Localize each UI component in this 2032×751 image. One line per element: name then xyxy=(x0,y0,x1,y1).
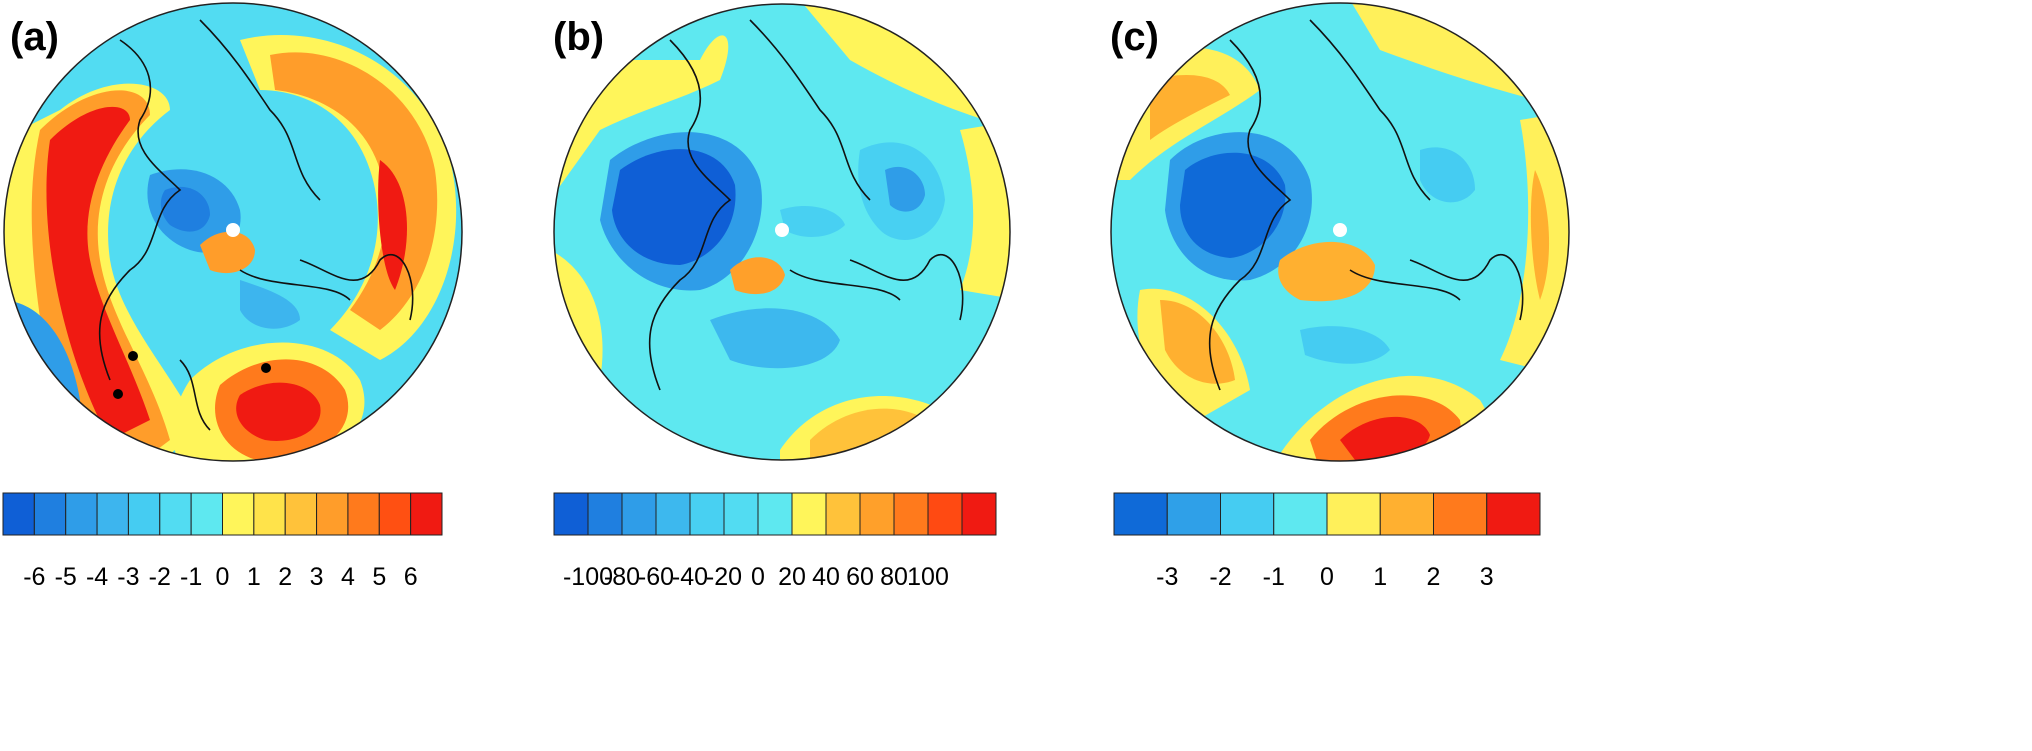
colorbar-box xyxy=(1166,492,1221,536)
colorbar-tick-label: 3 xyxy=(310,563,324,591)
colorbar-tick-label: -20 xyxy=(706,563,742,591)
panel-label: (b) xyxy=(553,15,604,59)
colorbar-tick-label: 1 xyxy=(1373,563,1387,591)
colorbar-box xyxy=(893,492,929,536)
colorbar-tick-label: -40 xyxy=(672,563,708,591)
colorbar-box xyxy=(378,492,412,536)
map-c xyxy=(1111,3,1569,461)
panel-label: (a) xyxy=(10,15,59,59)
colorbar-box xyxy=(316,492,349,536)
panel-label: (c) xyxy=(1110,15,1159,59)
map-border xyxy=(3,2,463,462)
colorbar-tick-label: 100 xyxy=(907,563,949,591)
colorbar-tick-label: -4 xyxy=(86,563,108,591)
colorbar-box xyxy=(127,492,161,536)
colorbar-tick-label: 1 xyxy=(247,563,261,591)
colorbar-tick-label: 3 xyxy=(1480,563,1494,591)
colorbar-tick-label: 0 xyxy=(216,563,230,591)
map-a xyxy=(4,3,462,461)
colorbar-box xyxy=(347,492,380,536)
colorbar-tick-label: -3 xyxy=(1156,563,1178,591)
map-border xyxy=(1110,2,1570,462)
colorbar-box xyxy=(1326,492,1381,536)
map-border xyxy=(553,3,1011,461)
colorbar-box xyxy=(825,492,861,536)
colorbar-box xyxy=(1220,492,1275,536)
colorbar-tick-label: -5 xyxy=(55,563,77,591)
colorbar-box xyxy=(927,492,963,536)
colorbar-box xyxy=(159,492,192,536)
colorbar-box xyxy=(859,492,895,536)
colorbar-box xyxy=(757,492,793,536)
colorbar-tick-label: -60 xyxy=(638,563,674,591)
colorbar-tick-label: -2 xyxy=(149,563,171,591)
colorbar-box xyxy=(96,492,129,536)
colorbar-box xyxy=(689,492,725,536)
colorbar-box xyxy=(791,492,827,536)
colorbar-box xyxy=(553,492,589,536)
colorbar-tick-label: -6 xyxy=(23,563,45,591)
colorbar-tick-label: -2 xyxy=(1209,563,1231,591)
colorbar-tick-label: 60 xyxy=(846,563,874,591)
colorbar-tick-label: -100 xyxy=(563,563,613,591)
colorbar-box xyxy=(655,492,691,536)
colorbar-tick-label: 0 xyxy=(751,563,765,591)
colorbar-tick-label: 2 xyxy=(278,563,292,591)
colorbar-box xyxy=(1433,492,1488,536)
colorbar-box xyxy=(621,492,657,536)
colorbar-box xyxy=(1486,492,1541,536)
colorbar-tick-label: -80 xyxy=(604,563,640,591)
colorbar-box xyxy=(961,492,997,536)
colorbar-tick-label: 80 xyxy=(880,563,908,591)
colorbar-box xyxy=(222,492,255,536)
colorbar-box xyxy=(284,492,318,536)
colorbar-box xyxy=(253,492,286,536)
colorbar-tick-label: 5 xyxy=(372,563,386,591)
colorbar-tick-label: 20 xyxy=(778,563,806,591)
colorbar-box xyxy=(587,492,623,536)
colorbar-box xyxy=(33,492,67,536)
colorbar-box xyxy=(190,492,223,536)
colorbar-box xyxy=(1273,492,1328,536)
colorbar-tick-label: 40 xyxy=(812,563,840,591)
colorbar-tick-label: 4 xyxy=(341,563,355,591)
colorbar-tick-label: 6 xyxy=(404,563,418,591)
colorbar-box xyxy=(1379,492,1434,536)
colorbar-box xyxy=(410,492,443,536)
colorbar-tick-label: -1 xyxy=(180,563,202,591)
colorbar-box xyxy=(723,492,759,536)
colorbar-tick-label: -1 xyxy=(1263,563,1285,591)
colorbar-box xyxy=(65,492,98,536)
colorbar-tick-label: 0 xyxy=(1320,563,1334,591)
colorbar-tick-label: 2 xyxy=(1427,563,1441,591)
colorbar-tick-label: -3 xyxy=(117,563,139,591)
colorbar-box xyxy=(1113,492,1168,536)
colorbar-box xyxy=(2,492,35,536)
